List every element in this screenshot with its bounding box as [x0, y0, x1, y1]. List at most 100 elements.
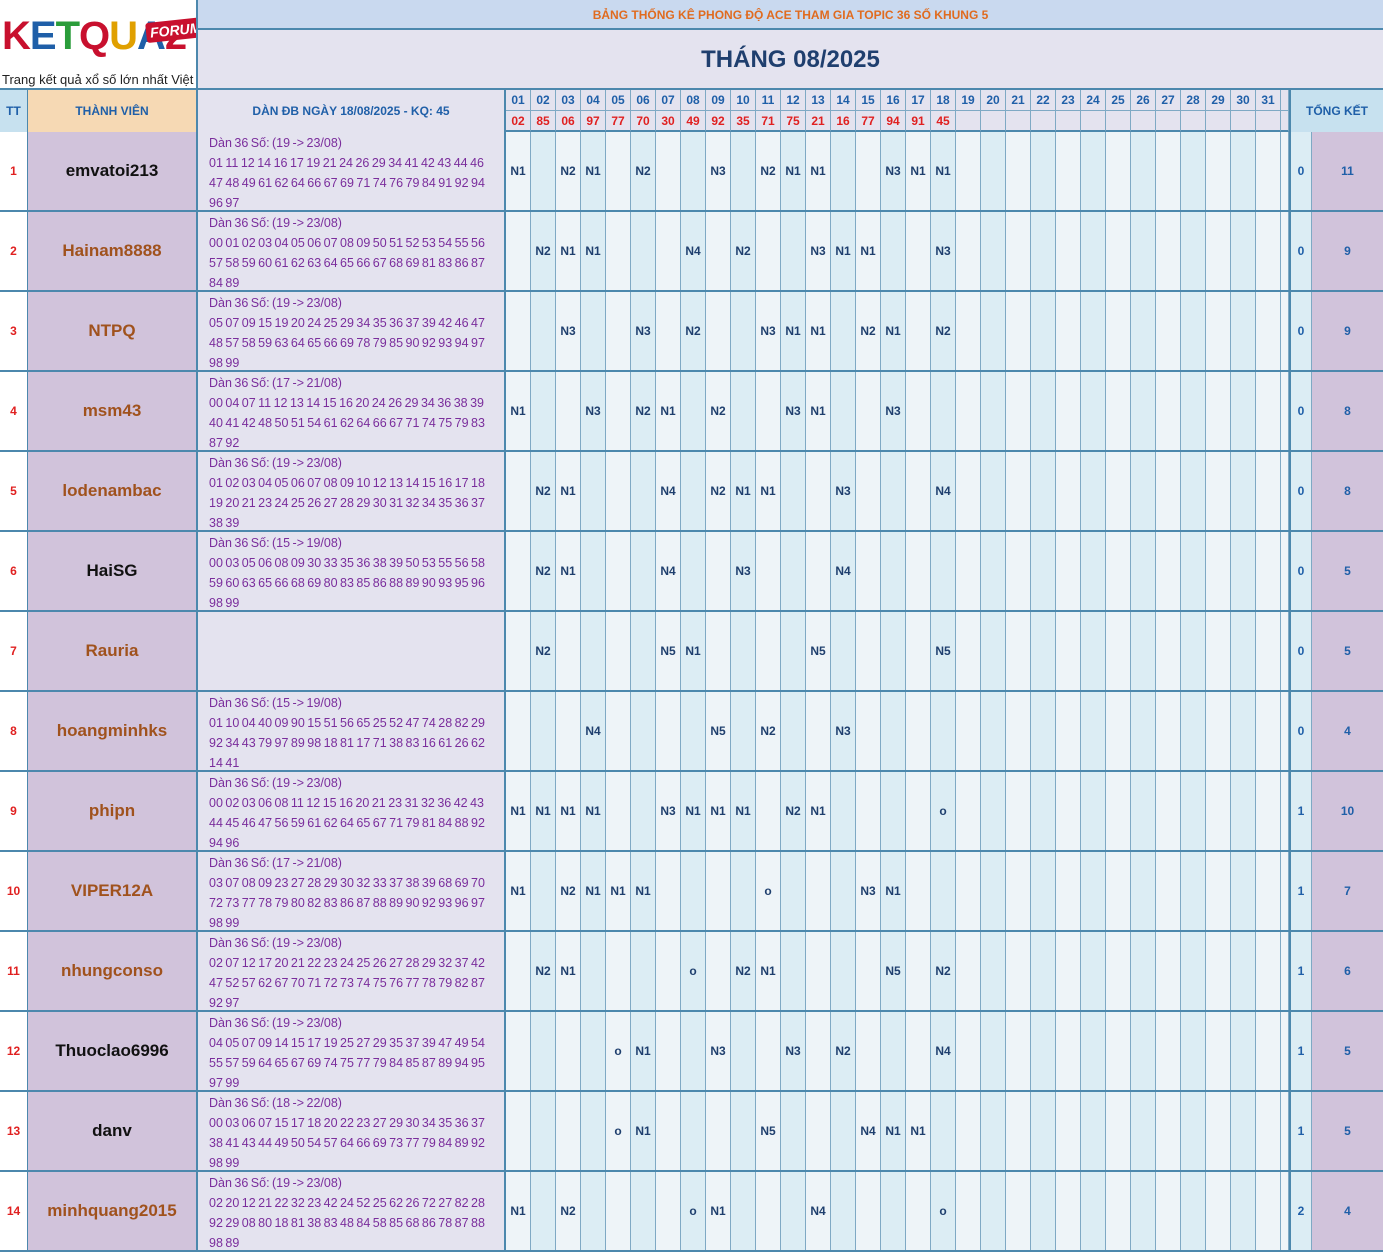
day-mark-cell [956, 372, 981, 450]
sheet-title: BẢNG THỐNG KÊ PHONG ĐỘ ACE THAM GIA TOPI… [198, 0, 1383, 30]
day-header-cell: 15 [856, 90, 881, 111]
member-name[interactable]: msm43 [28, 372, 198, 450]
day-mark-cell: N1 [556, 932, 581, 1010]
day-mark-cell [756, 532, 781, 610]
day-mark-cell: N1 [581, 212, 606, 290]
day-mark-cell [1131, 1012, 1156, 1090]
day-mark-cell [631, 452, 656, 530]
day-mark-cell: N3 [756, 292, 781, 370]
day-mark-cell [531, 852, 556, 930]
dan-header: Dàn 36 Số: (19 -> 23/08) [209, 936, 342, 950]
day-mark-cell: N1 [556, 772, 581, 850]
member-name[interactable]: Hainam8888 [28, 212, 198, 290]
day-mark-cell [856, 532, 881, 610]
day-header-cell: 28 [1181, 90, 1206, 111]
table-row: 11 nhungconso Dàn 36 Số: (19 -> 23/08) 02 0… [0, 932, 1383, 1012]
day-mark-cell [906, 372, 931, 450]
day-mark-cell: N2 [631, 372, 656, 450]
day-mark-cell [1056, 772, 1081, 850]
member-name[interactable]: NTPQ [28, 292, 198, 370]
day-mark-cell [606, 932, 631, 1010]
day-header-cell: 07 [656, 90, 681, 111]
member-name[interactable]: minhquang2015 [28, 1172, 198, 1250]
member-name[interactable]: hoangminhks [28, 692, 198, 770]
day-mark-cell [1081, 1092, 1106, 1170]
day-mark-cell [856, 932, 881, 1010]
day-mark-cell [706, 932, 731, 1010]
day-mark-cell [781, 932, 806, 1010]
member-name[interactable]: phipn [28, 772, 198, 850]
day-mark-cell [981, 612, 1006, 690]
day-mark-cell: N3 [556, 292, 581, 370]
summary-count: 1 [1289, 852, 1311, 930]
day-mark-cell [531, 1172, 556, 1250]
member-name[interactable]: Rauria [28, 612, 198, 690]
day-mark-cell [631, 612, 656, 690]
day-mark-cell [556, 612, 581, 690]
day-mark-cell [706, 212, 731, 290]
day-mark-cell [1131, 612, 1156, 690]
table-row: 4 msm43 Dàn 36 Số: (17 -> 21/08) 00 04 07 1… [0, 372, 1383, 452]
member-name[interactable]: lodenambac [28, 452, 198, 530]
day-header-cell: 08 [681, 90, 706, 111]
day-mark-cell [1131, 292, 1156, 370]
day-mark-cell [1006, 692, 1031, 770]
summary-total: 9 [1311, 212, 1383, 290]
day-result-cell [1031, 111, 1056, 132]
member-name[interactable]: VIPER12A [28, 852, 198, 930]
day-mark-cell [881, 612, 906, 690]
day-mark-cell [606, 212, 631, 290]
member-name[interactable]: danv [28, 1092, 198, 1170]
day-mark-cell [1131, 692, 1156, 770]
day-mark-cell [1056, 452, 1081, 530]
row-number: 14 [0, 1172, 28, 1250]
row-filler [1281, 1092, 1289, 1170]
day-mark-cell [1256, 452, 1281, 530]
day-mark-cell [906, 772, 931, 850]
day-mark-cell: N2 [531, 932, 556, 1010]
day-mark-cell [906, 1012, 931, 1090]
site-logo[interactable]: KETQUA2 FORUM Trang kết quả xổ số lớn nh… [0, 0, 198, 90]
day-header-cell: 31 [1256, 90, 1281, 111]
day-mark-cell [856, 1172, 881, 1250]
day-mark-cell: N1 [806, 132, 831, 210]
day-mark-cell [706, 532, 731, 610]
member-name[interactable]: emvatoi213 [28, 132, 198, 210]
day-mark-cell [731, 1172, 756, 1250]
member-name[interactable]: Thuoclao6996 [28, 1012, 198, 1090]
day-mark-cell [1206, 1092, 1231, 1170]
day-mark-cell [506, 692, 531, 770]
dan-header: Dàn 36 Số: (19 -> 23/08) [209, 776, 342, 790]
day-mark-cell [756, 1172, 781, 1250]
dan-header: Dàn 36 Số: (18 -> 22/08) [209, 1096, 342, 1110]
day-mark-cell [556, 372, 581, 450]
day-mark-cell [1131, 452, 1156, 530]
day-mark-cell [1131, 1172, 1156, 1250]
day-mark-cell [1106, 212, 1131, 290]
day-mark-cell [981, 1092, 1006, 1170]
day-mark-cell [956, 212, 981, 290]
day-mark-cell: N1 [856, 212, 881, 290]
dan-header: Dàn 36 Số: (19 -> 23/08) [209, 1016, 342, 1030]
day-result-cell [1106, 111, 1131, 132]
day-mark-cell: N2 [781, 772, 806, 850]
member-name[interactable]: HaiSG [28, 532, 198, 610]
day-mark-cell [981, 292, 1006, 370]
dan-cell: Dàn 36 Số: (19 -> 23/08) 02 20 12 21 22 3… [198, 1172, 506, 1250]
day-mark-cell [831, 292, 856, 370]
day-mark-cell [631, 772, 656, 850]
day-result-cell [1131, 111, 1156, 132]
day-mark-cell: N1 [806, 772, 831, 850]
day-mark-cell [1081, 1172, 1106, 1250]
day-mark-cell: N1 [756, 932, 781, 1010]
day-mark-cell [831, 932, 856, 1010]
day-mark-cell [1106, 132, 1131, 210]
dan-cell: Dàn 36 Số: (17 -> 21/08) 00 04 07 11 12 1… [198, 372, 506, 450]
day-mark-cell [1206, 772, 1231, 850]
dan-cell: Dàn 36 Số: (19 -> 23/08) 00 02 03 06 08 1… [198, 772, 506, 850]
row-filler [1281, 1012, 1289, 1090]
day-mark-cell [981, 372, 1006, 450]
member-name[interactable]: nhungconso [28, 932, 198, 1010]
day-mark-cell [1056, 532, 1081, 610]
day-mark-cell [1206, 132, 1231, 210]
